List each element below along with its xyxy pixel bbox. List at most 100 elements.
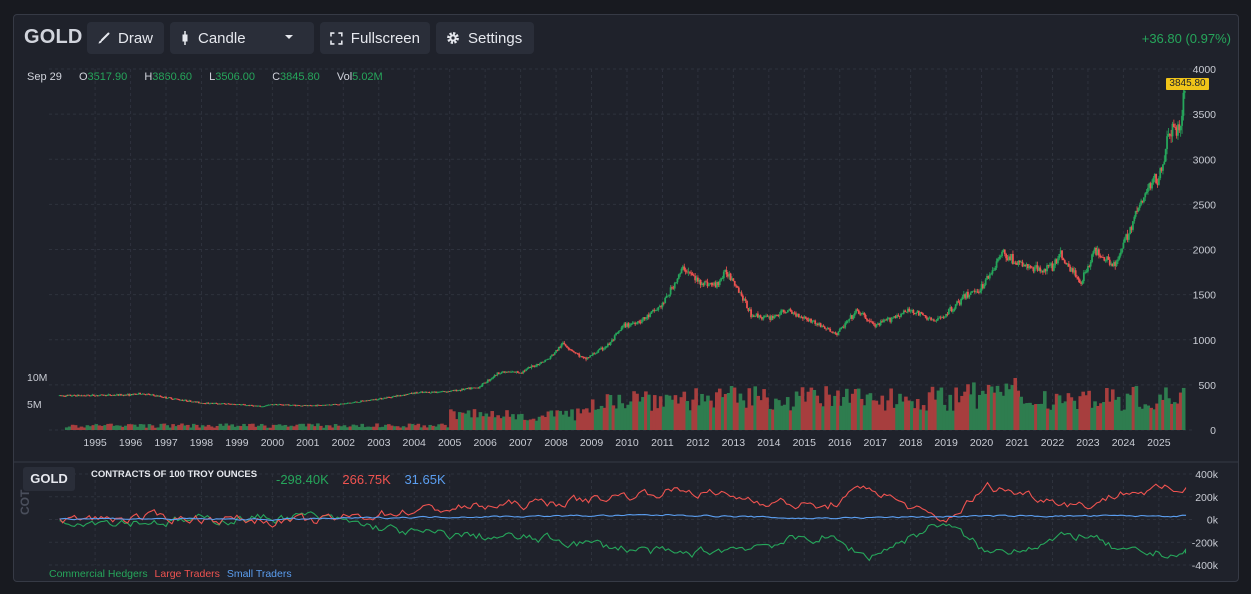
candle-body (87, 394, 90, 396)
candle-body (504, 371, 507, 373)
candle-body (58, 395, 61, 397)
candle-body (176, 398, 178, 400)
candle-body (148, 393, 151, 395)
candle-body (242, 404, 245, 406)
candle-body (647, 314, 650, 317)
candle-body (838, 329, 841, 332)
candle-body (171, 399, 174, 400)
volume-bar (460, 412, 465, 430)
candle-body (151, 394, 154, 396)
volume-bar (156, 427, 161, 430)
candle-body (180, 399, 182, 401)
candle-body (709, 282, 712, 285)
candle-body (1037, 267, 1040, 271)
y-tick-label: 1500 (1193, 290, 1217, 302)
ohlc-date: Sep 29 (27, 71, 62, 83)
candle-body (156, 395, 159, 397)
candle-body (439, 391, 442, 393)
candle-body (890, 318, 893, 322)
candle-body (351, 402, 354, 404)
volume-bar (800, 387, 805, 430)
volume-bar (986, 384, 991, 430)
chart-type-label: Candle (198, 29, 246, 47)
volume-bar (333, 424, 338, 430)
volume-bar (939, 387, 944, 430)
candle-body (973, 290, 976, 292)
candle-body (718, 280, 721, 286)
volume-bar (395, 426, 400, 430)
legend-small-traders[interactable]: Small Traders (226, 568, 292, 580)
legend-large-traders[interactable]: Large Traders (154, 568, 220, 580)
candle-body (60, 395, 62, 397)
volume-bar (519, 413, 524, 430)
candle-body (334, 404, 337, 405)
candle-body (735, 285, 737, 287)
x-tick-label: 2002 (332, 437, 356, 449)
chart-canvas[interactable]: 1995 1996 1997 1998 1999 2000 2001 2002 2003 2004… (14, 15, 1238, 581)
candle-body (566, 345, 568, 348)
chart-type-select[interactable]: Candle (170, 22, 314, 54)
candle-body (731, 278, 733, 281)
candle-body (750, 309, 752, 318)
candle-body (469, 387, 472, 390)
fullscreen-button[interactable]: Fullscreen (320, 22, 430, 54)
candle-body (656, 309, 658, 311)
volume-bar (1113, 399, 1118, 430)
candle-body (844, 323, 847, 328)
candle-body (726, 274, 729, 277)
volume-bar (1057, 395, 1062, 430)
settings-button[interactable]: Settings (436, 22, 534, 54)
candle-body (628, 325, 631, 327)
volume-bar (910, 401, 914, 430)
volume-bar (1131, 386, 1136, 430)
candle-body (583, 357, 586, 359)
candle-body (139, 392, 142, 395)
candle-body (1103, 257, 1106, 261)
legend-commercial-hedgers[interactable]: Commercial Hedgers (49, 568, 148, 580)
candle-body (358, 401, 361, 403)
volume-bar (1161, 399, 1165, 430)
candle-body (542, 361, 545, 363)
candle-body (102, 394, 105, 396)
candle-body (687, 271, 690, 273)
volume-bar (676, 403, 681, 430)
candle-body (717, 282, 720, 286)
volume-bar (741, 400, 746, 430)
candle-body (317, 404, 320, 406)
volume-bar (490, 411, 495, 430)
volume-bar (924, 410, 929, 430)
candle-body (863, 312, 866, 315)
volume-bar (921, 405, 926, 430)
candle-body (1130, 227, 1133, 230)
candle-body (601, 347, 604, 350)
cot-symbol-label[interactable]: GOLD (23, 467, 75, 491)
volume-bar (809, 387, 814, 430)
volume-bar (517, 414, 521, 430)
volume-bar (862, 405, 867, 430)
volume-bar (528, 419, 533, 430)
candle-body (901, 313, 904, 315)
volume-bar (644, 391, 648, 430)
volume-bar (410, 424, 415, 430)
candle-body (692, 275, 695, 277)
low-value: 3506.00 (215, 71, 255, 83)
volume-bar (484, 413, 489, 430)
volume-bar (983, 393, 988, 430)
candle-body (1010, 254, 1013, 260)
candle-body (585, 357, 587, 360)
candle-body (185, 399, 188, 402)
candle-body (681, 266, 684, 269)
candle-body (77, 394, 80, 396)
x-tick-label: 1995 (83, 437, 107, 449)
candle-body (758, 315, 761, 318)
volume-bar (963, 391, 967, 430)
volume-bar (209, 426, 214, 430)
x-tick-label: 2015 (793, 437, 817, 449)
volume-bar (159, 423, 164, 430)
candle-body (76, 394, 79, 397)
volume-bar (369, 426, 373, 430)
volume-bar (794, 391, 799, 430)
draw-button[interactable]: Draw (87, 22, 164, 54)
volume-bar (1037, 403, 1041, 430)
candle-body (1119, 252, 1122, 256)
